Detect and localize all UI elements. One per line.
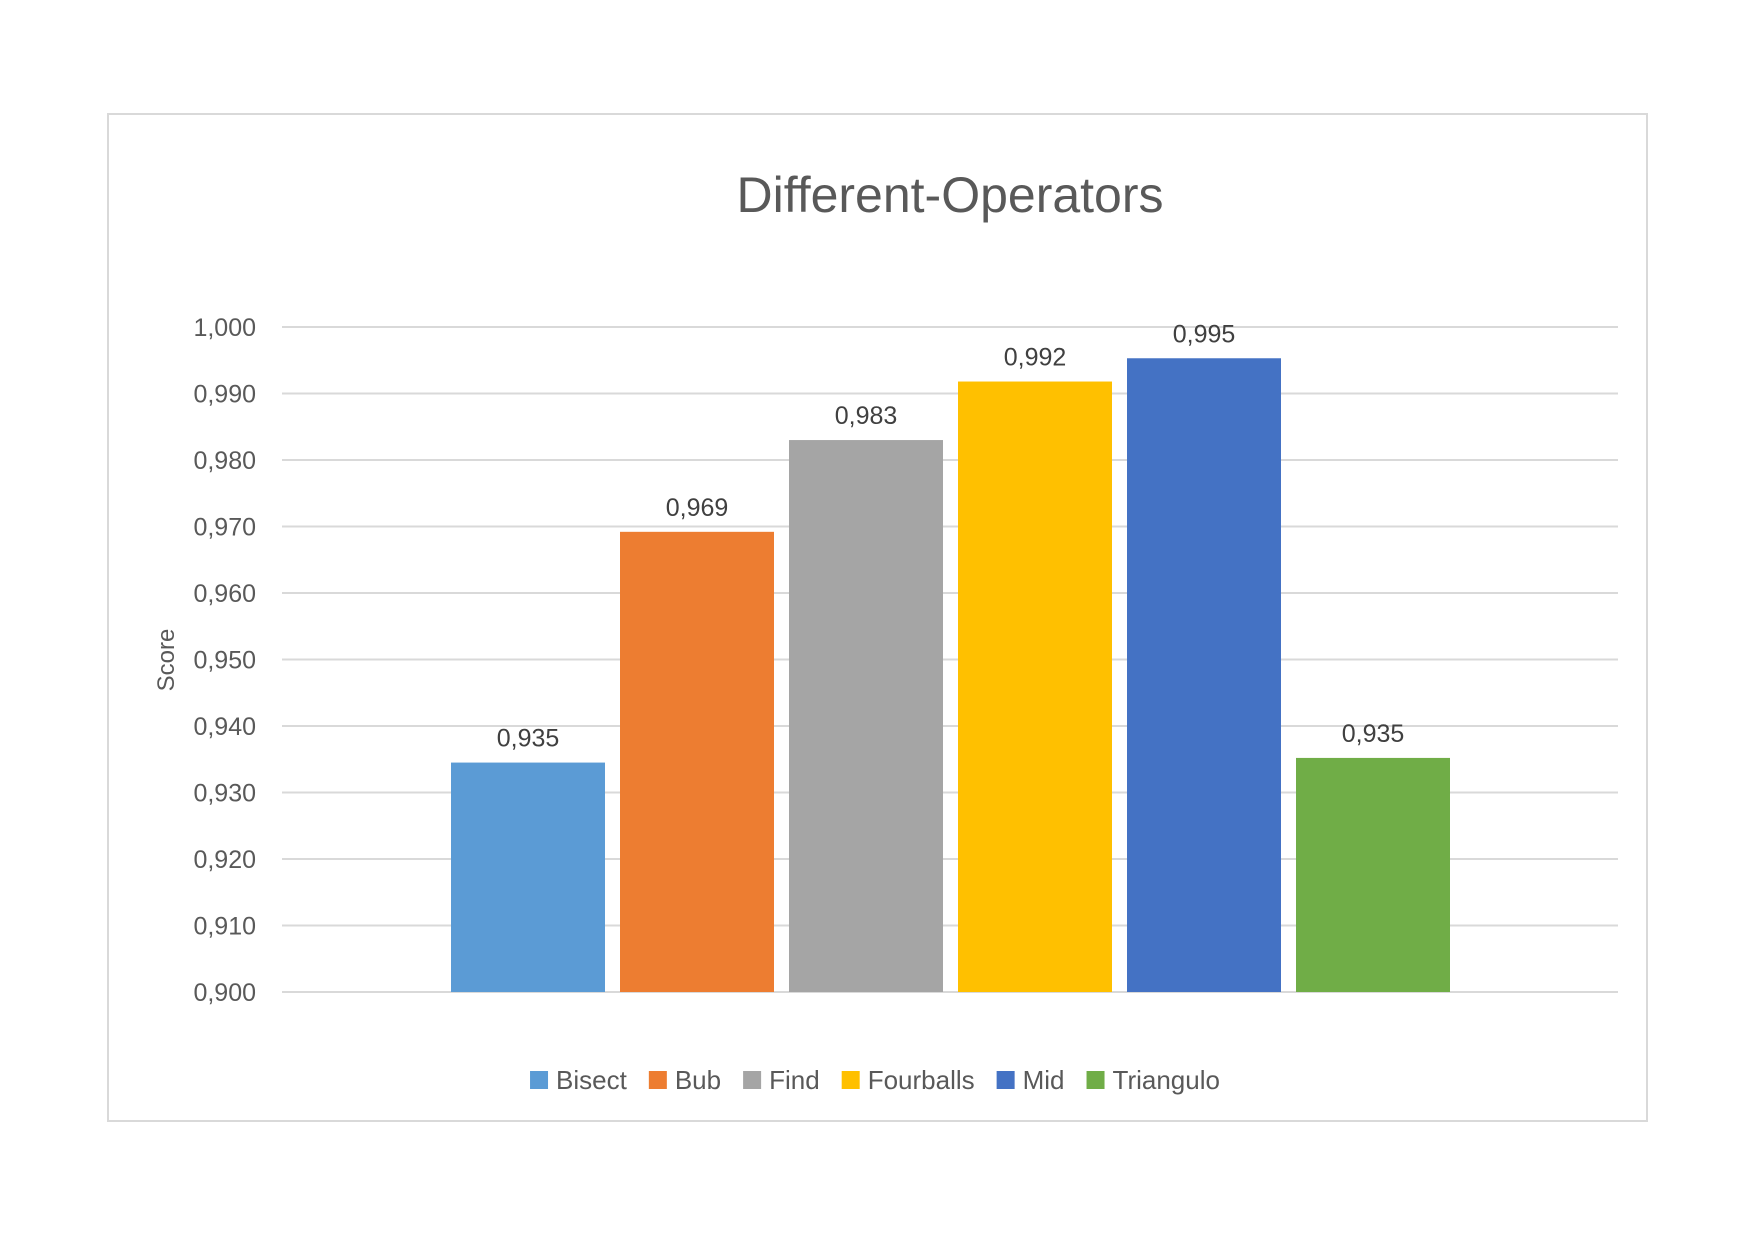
- legend-swatch-fourballs: [841, 1071, 860, 1089]
- data-label-find: 0,983: [835, 402, 898, 430]
- legend-swatch-bisect: [530, 1071, 549, 1089]
- legend-label-find: Find: [769, 1065, 820, 1095]
- y-axis-label: Score: [153, 629, 180, 692]
- y-tick-label: 0,910: [193, 913, 256, 941]
- y-axis-ticks: 0,900 0,910 0,920 0,930 0,940 0,950 0,960 0,970…: [193, 314, 256, 1007]
- y-tick-label: 0,930: [193, 780, 256, 808]
- data-label-triangulo: 0,935: [1342, 720, 1405, 748]
- bar-mid: [1127, 358, 1281, 992]
- legend-label-fourballs: Fourballs: [868, 1065, 975, 1095]
- bar-find: [789, 440, 943, 992]
- data-labels: 0,935 0,969 0,983 0,992 0,995 0,935: [497, 320, 1405, 752]
- legend-swatch-find: [743, 1071, 762, 1089]
- data-label-mid: 0,995: [1173, 320, 1236, 348]
- data-label-fourballs: 0,992: [1004, 344, 1067, 372]
- bar-fourballs: [958, 381, 1112, 992]
- y-tick-label: 0,920: [193, 846, 256, 874]
- bar-bisect: [451, 762, 605, 992]
- bar-bub: [620, 531, 774, 992]
- y-tick-label: 0,970: [193, 514, 256, 542]
- y-tick-label: 0,990: [193, 381, 256, 409]
- data-label-bisect: 0,935: [497, 725, 560, 753]
- legend-swatch-mid: [996, 1071, 1015, 1089]
- y-tick-label: 0,960: [193, 580, 256, 608]
- y-tick-label: 0,940: [193, 713, 256, 741]
- legend-swatch-bub: [648, 1071, 667, 1089]
- y-tick-label: 0,980: [193, 447, 256, 475]
- legend-label-bub: Bub: [675, 1065, 721, 1095]
- legend-label-triangulo: Triangulo: [1113, 1065, 1220, 1095]
- bar-triangulo: [1296, 757, 1450, 992]
- chart-title: Different-Operators: [736, 167, 1163, 223]
- data-label-bub: 0,969: [666, 494, 729, 522]
- legend: Bisect Bub Find Fourballs Mid Triangulo: [530, 1065, 1220, 1095]
- legend-label-mid: Mid: [1023, 1065, 1065, 1095]
- y-tick-label: 0,950: [193, 647, 256, 675]
- y-tick-label: 1,000: [193, 314, 256, 342]
- legend-label-bisect: Bisect: [556, 1065, 628, 1095]
- legend-swatch-triangulo: [1086, 1071, 1105, 1089]
- bars: [451, 358, 1450, 992]
- y-tick-label: 0,900: [193, 979, 256, 1007]
